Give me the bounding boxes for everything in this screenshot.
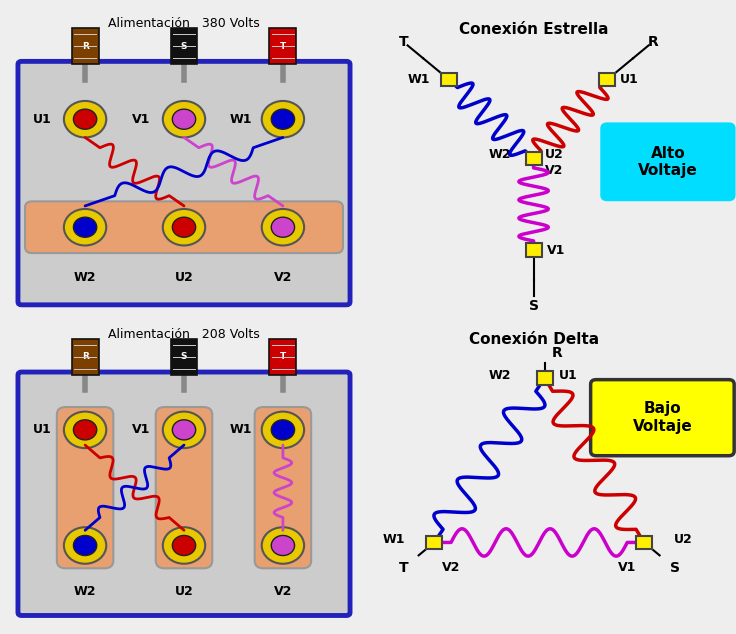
Polygon shape xyxy=(269,339,297,375)
Circle shape xyxy=(163,411,205,448)
Text: W2: W2 xyxy=(489,148,512,160)
Polygon shape xyxy=(171,28,197,65)
Text: V1: V1 xyxy=(132,424,151,436)
Circle shape xyxy=(172,217,196,237)
Polygon shape xyxy=(269,28,297,65)
Circle shape xyxy=(64,101,106,138)
FancyBboxPatch shape xyxy=(25,202,343,253)
Text: S: S xyxy=(670,560,680,574)
Circle shape xyxy=(64,411,106,448)
Circle shape xyxy=(74,420,96,440)
Text: Alto
Voltaje: Alto Voltaje xyxy=(638,146,698,178)
Text: V1: V1 xyxy=(618,560,637,574)
Circle shape xyxy=(262,411,304,448)
Text: W1: W1 xyxy=(382,533,405,546)
Circle shape xyxy=(262,209,304,245)
Circle shape xyxy=(64,527,106,564)
Text: U2: U2 xyxy=(174,585,194,598)
Circle shape xyxy=(163,527,205,564)
Text: S: S xyxy=(181,42,187,51)
Text: R: R xyxy=(648,36,659,49)
Text: V2: V2 xyxy=(545,164,563,178)
Polygon shape xyxy=(171,339,197,375)
Text: U1: U1 xyxy=(33,113,52,126)
Polygon shape xyxy=(537,372,553,385)
Polygon shape xyxy=(71,339,99,375)
Text: W2: W2 xyxy=(74,271,96,284)
Text: S: S xyxy=(528,299,539,313)
Polygon shape xyxy=(526,152,542,165)
Text: W1: W1 xyxy=(230,113,252,126)
Circle shape xyxy=(74,536,96,555)
FancyBboxPatch shape xyxy=(255,407,311,568)
Text: W1: W1 xyxy=(230,424,252,436)
Text: W1: W1 xyxy=(408,73,431,86)
Circle shape xyxy=(172,109,196,129)
Circle shape xyxy=(262,527,304,564)
Circle shape xyxy=(272,420,294,440)
Polygon shape xyxy=(441,73,457,86)
Text: R: R xyxy=(82,353,88,361)
Text: W2: W2 xyxy=(489,368,512,382)
Text: T: T xyxy=(280,42,286,51)
FancyBboxPatch shape xyxy=(156,407,212,568)
Text: U2: U2 xyxy=(673,533,692,546)
FancyBboxPatch shape xyxy=(590,380,735,456)
Text: T: T xyxy=(399,36,408,49)
Text: U2: U2 xyxy=(174,271,194,284)
Text: T: T xyxy=(280,353,286,361)
Text: S: S xyxy=(181,353,187,361)
Text: U2: U2 xyxy=(545,148,563,160)
Circle shape xyxy=(163,209,205,245)
Polygon shape xyxy=(71,28,99,65)
FancyBboxPatch shape xyxy=(602,124,735,200)
Text: U1: U1 xyxy=(620,73,639,86)
Text: V2: V2 xyxy=(274,585,292,598)
Text: Alimentación   380 Volts: Alimentación 380 Volts xyxy=(108,17,260,30)
Polygon shape xyxy=(599,73,615,86)
Text: W2: W2 xyxy=(74,585,96,598)
Circle shape xyxy=(172,536,196,555)
Circle shape xyxy=(64,209,106,245)
Text: U1: U1 xyxy=(559,368,578,382)
Text: V2: V2 xyxy=(274,271,292,284)
Text: Bajo
Voltaje: Bajo Voltaje xyxy=(632,401,693,434)
Polygon shape xyxy=(636,536,652,549)
Text: Conexión Estrella: Conexión Estrella xyxy=(459,22,609,37)
Text: U1: U1 xyxy=(33,424,52,436)
FancyBboxPatch shape xyxy=(57,407,113,568)
Circle shape xyxy=(74,109,96,129)
Circle shape xyxy=(272,536,294,555)
Text: R: R xyxy=(552,346,563,360)
Text: Conexión Delta: Conexión Delta xyxy=(469,332,598,347)
Circle shape xyxy=(272,217,294,237)
Text: R: R xyxy=(82,42,88,51)
Polygon shape xyxy=(526,243,542,257)
Circle shape xyxy=(262,101,304,138)
Text: V1: V1 xyxy=(546,243,565,257)
Text: V2: V2 xyxy=(442,560,460,574)
Circle shape xyxy=(272,109,294,129)
Circle shape xyxy=(163,101,205,138)
Text: V1: V1 xyxy=(132,113,151,126)
Polygon shape xyxy=(426,536,442,549)
FancyBboxPatch shape xyxy=(18,61,350,305)
Text: Alimentación   208 Volts: Alimentación 208 Volts xyxy=(108,328,260,341)
FancyBboxPatch shape xyxy=(18,372,350,616)
Circle shape xyxy=(172,420,196,440)
Text: T: T xyxy=(399,560,408,574)
Circle shape xyxy=(74,217,96,237)
